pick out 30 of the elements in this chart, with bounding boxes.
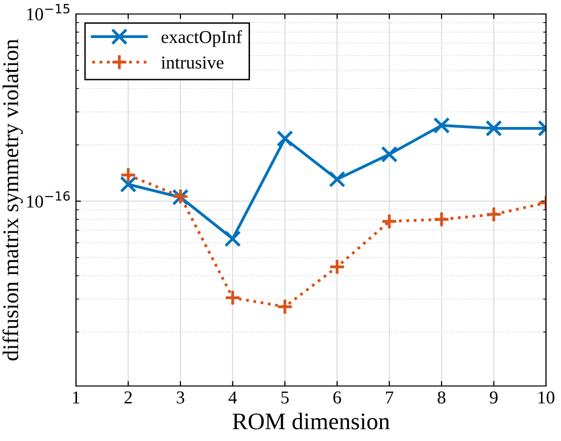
x-tick-label: 9 bbox=[490, 391, 498, 404]
x-tick-label: 5 bbox=[281, 392, 289, 404]
x-tick-label: 4 bbox=[228, 392, 237, 404]
y-tick-label: 10$^{−15}$ bbox=[27, 4, 70, 20]
point bbox=[276, 130, 294, 147]
x-tick-label: 6 bbox=[333, 391, 342, 404]
point bbox=[224, 230, 241, 248]
x-tick-label: 7 bbox=[386, 392, 394, 404]
y-axis-title: diffusion matrix symmetry violation bbox=[2, 39, 23, 360]
point bbox=[485, 206, 502, 223]
point bbox=[328, 170, 346, 188]
point bbox=[120, 166, 137, 184]
point bbox=[485, 120, 502, 137]
point bbox=[276, 298, 294, 316]
x-tick-label: 8 bbox=[438, 391, 446, 404]
x-tick-label: 3 bbox=[176, 391, 184, 404]
y-tick-label: 10$^{−16}$ bbox=[27, 191, 70, 208]
x-tick-label: 1 bbox=[73, 391, 80, 404]
x-tick-label: 2 bbox=[124, 391, 132, 404]
x-tick-label: 10 bbox=[538, 391, 554, 404]
point bbox=[224, 289, 241, 306]
x-axis-title: ROM dimension bbox=[232, 412, 390, 430]
point bbox=[433, 211, 450, 228]
point bbox=[381, 213, 398, 230]
point bbox=[328, 258, 346, 276]
point bbox=[120, 176, 137, 193]
point bbox=[433, 117, 450, 134]
legend-label: intrusive bbox=[161, 56, 224, 69]
point bbox=[381, 146, 398, 163]
legend-label: exactOpInf bbox=[162, 30, 242, 47]
